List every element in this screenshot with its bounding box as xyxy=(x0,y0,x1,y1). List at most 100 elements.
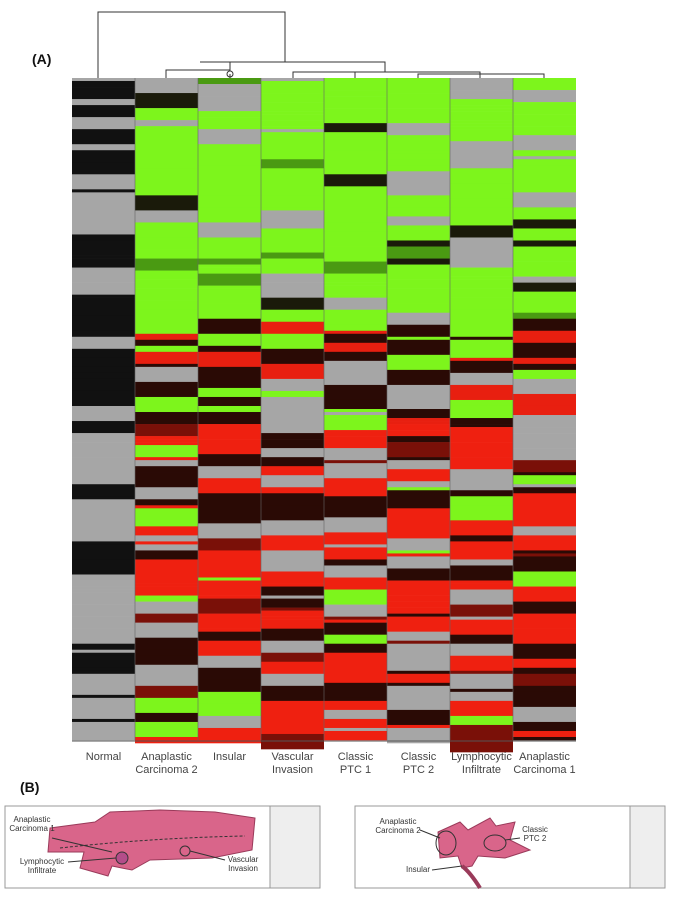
heatmap-row xyxy=(198,156,261,166)
heatmap-row xyxy=(387,424,450,431)
tissue-right xyxy=(354,805,666,890)
heatmap-row xyxy=(261,309,324,323)
heatmap-row xyxy=(135,559,198,575)
heatmap-row xyxy=(387,279,450,289)
heatmap-row xyxy=(324,682,387,699)
heatmap-row xyxy=(135,439,198,443)
heatmap-row xyxy=(261,475,324,488)
heatmap-row xyxy=(513,360,576,365)
heatmap-row xyxy=(198,454,261,467)
heatmap-row xyxy=(324,351,387,362)
heatmap-row xyxy=(387,436,450,443)
heatmap-row xyxy=(135,147,198,163)
heatmap-row xyxy=(324,231,387,247)
heatmap-row xyxy=(450,655,513,672)
heatmap-row xyxy=(450,724,513,738)
heatmap-row xyxy=(72,520,135,533)
heatmap-row xyxy=(324,667,387,684)
heatmap-row xyxy=(72,378,135,392)
heatmap-row xyxy=(513,207,576,217)
heatmap-row xyxy=(324,547,387,560)
heatmap-row xyxy=(135,535,198,542)
heatmap-row xyxy=(450,457,513,470)
heatmap-row xyxy=(387,643,450,657)
heatmap-row xyxy=(72,78,135,82)
heatmap-row xyxy=(135,363,198,368)
heatmap-row xyxy=(261,505,324,521)
heatmap-row xyxy=(261,93,324,103)
heatmap-row xyxy=(450,321,513,338)
heatmap-row xyxy=(261,378,324,392)
heatmap-row xyxy=(387,141,450,151)
heatmap-row xyxy=(450,168,513,184)
heatmap-row xyxy=(450,715,513,726)
heatmap-row xyxy=(261,111,324,115)
heatmap-row xyxy=(450,309,513,323)
column-label: Classic xyxy=(338,751,374,763)
heatmap-row xyxy=(72,240,135,256)
heatmap-row xyxy=(513,691,576,708)
heatmap-row xyxy=(513,126,576,136)
heatmap-row xyxy=(72,667,135,672)
heatmap-row xyxy=(450,418,513,425)
heatmap-row xyxy=(198,288,261,304)
tissue-label: Infiltrate xyxy=(28,866,57,875)
heatmap-row xyxy=(198,375,261,389)
heatmap-row xyxy=(261,457,324,467)
heatmap-row xyxy=(198,243,261,259)
heatmap-row xyxy=(450,559,513,566)
heatmap-row xyxy=(450,279,513,289)
heatmap-row xyxy=(261,733,324,750)
heatmap-row xyxy=(324,448,387,461)
heatmap-row xyxy=(72,150,135,163)
tissue-label: Carcinoma 2 xyxy=(375,826,421,835)
heatmap-row xyxy=(135,664,198,675)
heatmap-row xyxy=(72,192,135,208)
heatmap-row xyxy=(324,652,387,666)
heatmap-row xyxy=(72,81,135,88)
heatmap-row xyxy=(198,667,261,681)
heatmap-row xyxy=(513,312,576,320)
heatmap-row xyxy=(450,535,513,542)
heatmap-row xyxy=(324,664,387,669)
heatmap-row xyxy=(513,219,576,229)
heatmap-row xyxy=(324,201,387,211)
heatmap-row xyxy=(198,117,261,130)
heatmap-row xyxy=(450,276,513,280)
heatmap-row xyxy=(135,595,198,602)
heatmap-row xyxy=(135,237,198,250)
column-label: Normal xyxy=(86,751,121,763)
heatmap-row xyxy=(135,541,198,545)
heatmap-row xyxy=(72,87,135,100)
heatmap-row xyxy=(198,691,261,705)
heatmap-row xyxy=(513,553,576,557)
heatmap-row xyxy=(513,357,576,362)
heatmap-row xyxy=(198,306,261,320)
heatmap-row xyxy=(387,670,450,675)
heatmap-row xyxy=(261,715,324,732)
heatmap-row xyxy=(198,399,261,407)
heatmap-row xyxy=(513,571,576,587)
heatmap-row xyxy=(261,180,324,196)
heatmap-row xyxy=(513,291,576,298)
heatmap-row xyxy=(72,697,135,711)
heatmap-row xyxy=(261,661,324,675)
heatmap-row xyxy=(513,156,576,160)
heatmap-row xyxy=(324,493,387,497)
heatmap-row xyxy=(324,517,387,533)
column-label: Infiltrate xyxy=(462,764,501,776)
heatmap-row xyxy=(198,658,261,669)
heatmap-row xyxy=(450,541,513,551)
heatmap-row xyxy=(387,682,450,687)
heatmap-row xyxy=(513,643,576,660)
heatmap-row xyxy=(387,631,450,641)
heatmap-row xyxy=(135,550,198,560)
heatmap-row xyxy=(198,285,261,289)
heatmap-row xyxy=(72,390,135,407)
heatmap-row xyxy=(513,165,576,181)
heatmap-row xyxy=(387,303,450,314)
heatmap-row xyxy=(261,433,324,440)
column-label: Anaplastic xyxy=(519,751,570,763)
heatmap-row xyxy=(387,709,450,726)
heatmap-row xyxy=(324,463,387,479)
